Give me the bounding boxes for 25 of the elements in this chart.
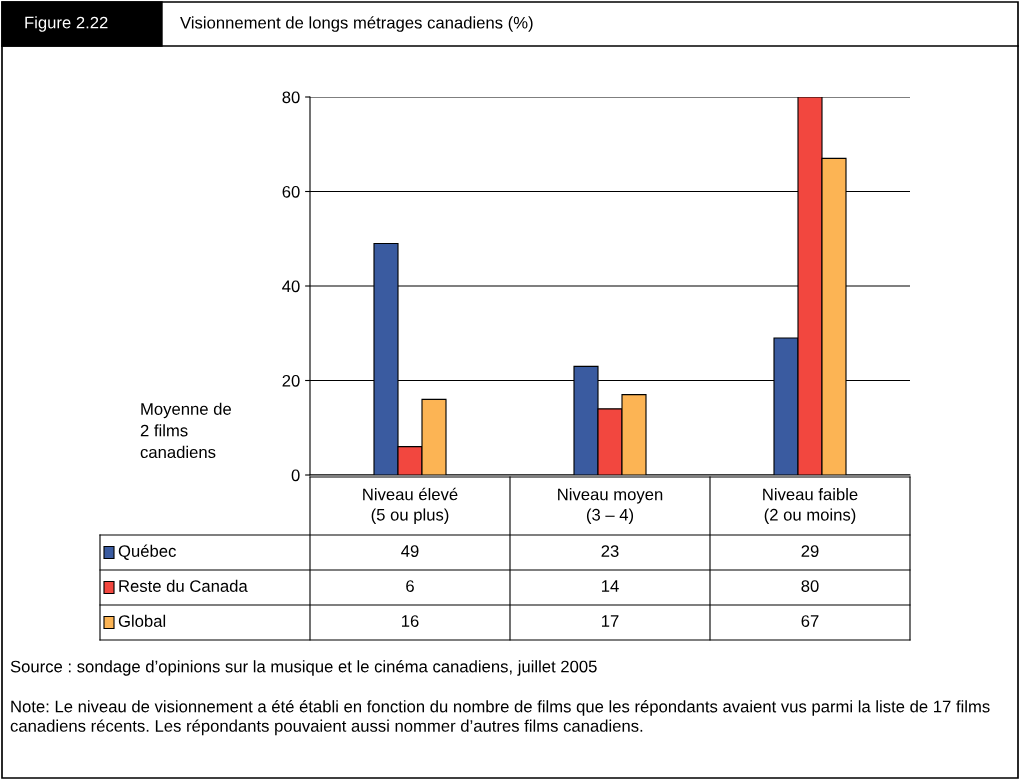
y-tick-label: 60	[282, 185, 300, 198]
data-label: 80	[801, 580, 819, 592]
legend-label: Québec	[118, 544, 176, 560]
y-tick-label: 20	[282, 374, 300, 387]
y-tick-label: 0	[291, 469, 300, 482]
x-tick-label: Niveau moyen (3 – 4)	[558, 488, 663, 524]
x-tick-label: Niveau faible (2 ou moins)	[763, 488, 858, 524]
y-tick-label: 40	[282, 280, 300, 293]
data-label: 6	[406, 580, 414, 592]
data-label: 23	[601, 545, 619, 557]
y-tick-label: 80	[282, 91, 300, 104]
x-tick-label: Niveau élevé (5 ou plus)	[363, 487, 458, 524]
data-label: 49	[401, 545, 419, 557]
y-axis-title: Moyenne de 2 films canadiens	[140, 402, 231, 459]
text: Figure 2.22	[25, 16, 108, 32]
data-label: 29	[801, 545, 819, 557]
legend-label: Reste du Canada	[119, 579, 248, 592]
chart-subtitle: Visionnement de longs métrages canadiens (%)	[180, 16, 533, 32]
data-label: 17	[602, 615, 619, 627]
data-label: 16	[402, 615, 419, 627]
data-label: 67	[801, 615, 819, 627]
data-label: 14	[602, 580, 619, 592]
source-note: Source : sondage d’opinions sur la musique et le cinéma canadiens, juillet 2005	[10, 660, 597, 676]
text: Note: Le niveau de visionnement a été établi en fonction du nombre de films que les répondants avaient vus parmi la liste de 17 films canadiens récents. Les répondants pouvaient aussi nommer d’autres films canadiens.	[10, 700, 990, 736]
legend-label: Global	[118, 614, 166, 627]
